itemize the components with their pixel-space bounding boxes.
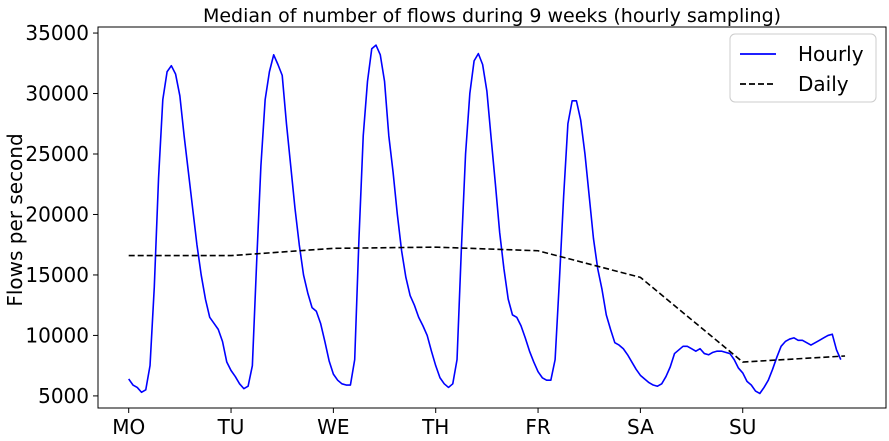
x-axis: MO TU WE TH FR SA SU	[112, 408, 756, 439]
y-tick-label: 10000	[25, 323, 89, 347]
series-line-daily	[128, 246, 846, 363]
x-tick-label: MO	[112, 415, 145, 439]
series-layer	[128, 44, 846, 395]
x-tick-label: SU	[729, 415, 756, 439]
y-axis-label: Flows per second	[3, 133, 27, 306]
series-line-hourly	[128, 44, 842, 395]
chart-title: Median of number of flows during 9 weeks…	[203, 5, 781, 27]
legend-daily-label: Daily	[798, 72, 849, 96]
y-tick-label: 5000	[38, 384, 89, 408]
y-tick-label: 25000	[25, 142, 89, 166]
y-tick-label: 30000	[25, 82, 89, 106]
x-tick-label: TU	[217, 415, 245, 439]
x-tick-label: WE	[317, 415, 349, 439]
legend-box	[729, 33, 877, 103]
x-tick-label: SA	[627, 415, 654, 439]
x-tick-label: FR	[525, 415, 551, 439]
x-tick-label: TH	[421, 415, 449, 439]
y-tick-label: 20000	[25, 202, 89, 226]
y-tick-label: 15000	[25, 263, 89, 287]
legend-hourly-label: Hourly	[798, 42, 864, 66]
plot-area	[97, 26, 887, 409]
legend: Hourly Daily	[729, 33, 877, 103]
y-axis: 5000 10000 15000 20000 25000 30000 35000	[25, 21, 98, 408]
y-tick-label: 35000	[25, 21, 89, 45]
